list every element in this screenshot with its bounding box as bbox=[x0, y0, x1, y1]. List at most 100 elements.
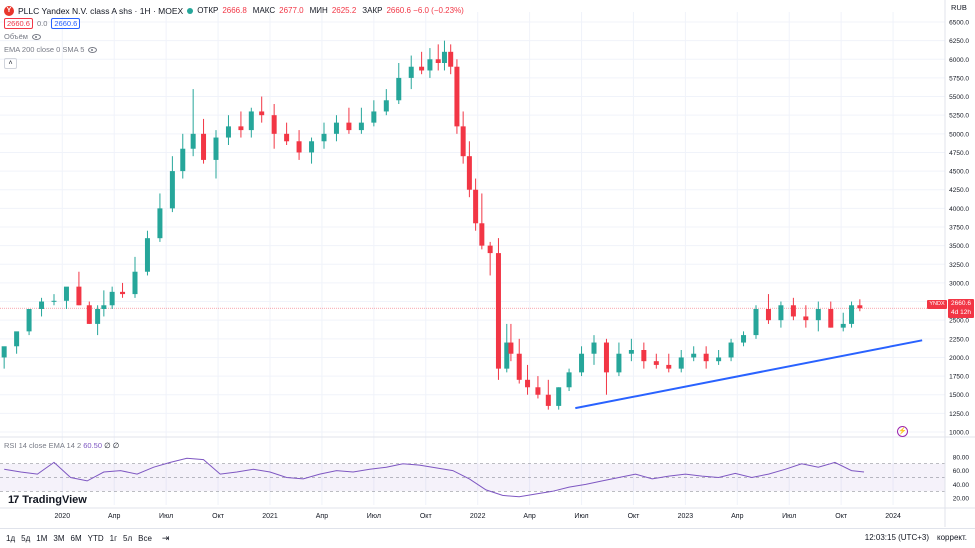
time-tick-label: 2022 bbox=[470, 513, 486, 520]
candle-body bbox=[778, 305, 784, 321]
volume-row: Объём bbox=[4, 30, 466, 43]
price-tick-label: 3000.0 bbox=[949, 280, 969, 287]
candle-body bbox=[63, 286, 69, 301]
close-label: ЗАКР bbox=[362, 6, 383, 15]
candle-body bbox=[460, 126, 466, 157]
candle-body bbox=[284, 133, 290, 142]
candle-body bbox=[419, 66, 425, 71]
timeframe-all[interactable]: Все bbox=[138, 534, 152, 543]
candle-body bbox=[14, 331, 20, 347]
candle-body bbox=[479, 223, 485, 246]
timeframe-5y[interactable]: 5л bbox=[123, 534, 133, 543]
candle-body bbox=[653, 361, 659, 365]
time-tick-label: 2023 bbox=[678, 513, 694, 520]
lightning-icon[interactable]: ⚡ bbox=[897, 426, 908, 437]
time-tick-label: Апр bbox=[523, 513, 535, 520]
tradingview-logo[interactable]: 17 TradingView bbox=[8, 494, 87, 506]
candle-body bbox=[358, 122, 364, 131]
candle-body bbox=[225, 126, 231, 138]
ticker-label: YNDX bbox=[927, 300, 947, 309]
candle-body bbox=[641, 350, 647, 362]
time-axis: 2020 Апр Июл Окт 2021 Апр Июл Окт 2022 Апр Июл Окт 2… bbox=[55, 513, 901, 520]
candle-body bbox=[435, 59, 441, 63]
rsi-label[interactable]: RSI 14 close EMA 14 2 bbox=[4, 441, 82, 450]
chevron-up-icon[interactable]: ˄ bbox=[4, 58, 17, 69]
candle-body bbox=[213, 137, 219, 160]
timeframe-1y[interactable]: 1г bbox=[109, 534, 117, 543]
time-tick-label: Июл bbox=[367, 513, 381, 520]
candle-body bbox=[132, 271, 138, 295]
candle-body bbox=[26, 309, 32, 332]
timeframe-1d[interactable]: 1д bbox=[6, 534, 16, 543]
candle-body bbox=[427, 59, 433, 71]
price-tick-label: 4000.0 bbox=[949, 206, 969, 213]
candle-body bbox=[39, 301, 45, 309]
candle-body bbox=[516, 353, 522, 380]
clock[interactable]: 12:03:15 (UTC+3) bbox=[864, 533, 930, 542]
price-tick-label: 5750.0 bbox=[949, 75, 969, 82]
price-tick-label: 2000.0 bbox=[949, 355, 969, 362]
goto-date-icon[interactable]: ⇥ bbox=[161, 533, 170, 543]
candle-body bbox=[371, 111, 377, 123]
price-tick-label: 1250.0 bbox=[949, 411, 969, 418]
last-price-value: 2660.6 bbox=[951, 300, 971, 307]
candle-body bbox=[857, 305, 863, 309]
yandex-logo-icon: Y bbox=[4, 5, 14, 16]
candle-body bbox=[728, 342, 734, 358]
rsi-band bbox=[0, 463, 945, 492]
buy-price-button[interactable]: 2660.6 bbox=[51, 18, 81, 29]
price-axis: 6500.0 6250.0 6000.0 5750.0 5500.0 5250.0 5000… bbox=[0, 0, 975, 527]
ema-label[interactable]: EMA 200 close 0 SMA 5 bbox=[4, 45, 85, 54]
candle-body bbox=[346, 122, 352, 131]
eye-icon[interactable] bbox=[31, 33, 41, 40]
rsi-tick-label: 60.00 bbox=[953, 468, 970, 475]
candle-body bbox=[849, 305, 855, 324]
candle-body bbox=[535, 387, 541, 395]
price-tick-label: 4250.0 bbox=[949, 187, 969, 194]
candle-body bbox=[248, 111, 254, 131]
candle-body bbox=[566, 372, 572, 388]
timeframe-3m[interactable]: 3М bbox=[53, 534, 65, 543]
candle-body bbox=[765, 309, 771, 321]
rsi-panel bbox=[0, 457, 945, 498]
volume-label[interactable]: Объём bbox=[4, 32, 28, 41]
timeframe-5d[interactable]: 5д bbox=[21, 534, 31, 543]
price-tick-label: 3750.0 bbox=[949, 225, 969, 232]
candle-body bbox=[790, 305, 796, 317]
eye-icon[interactable] bbox=[88, 46, 98, 53]
price-tick-label: 4500.0 bbox=[949, 169, 969, 176]
timeframe-1m[interactable]: 1М bbox=[36, 534, 48, 543]
price-tick-label: 1750.0 bbox=[949, 374, 969, 381]
price-tick-label: 5500.0 bbox=[949, 94, 969, 101]
candle-body bbox=[76, 286, 82, 306]
tradingview-wordmark: TradingView bbox=[22, 494, 87, 506]
candle-body bbox=[396, 77, 402, 101]
candle-body bbox=[238, 126, 244, 131]
currency-label[interactable]: RUB bbox=[951, 3, 967, 12]
sell-price-button[interactable]: 2660.6 bbox=[4, 18, 33, 29]
low-value: 2625.2 bbox=[331, 6, 357, 15]
candle-body bbox=[591, 342, 597, 354]
candle-body bbox=[545, 394, 551, 406]
time-tick-label: Июл bbox=[159, 513, 173, 520]
rsi-line bbox=[4, 457, 865, 498]
time-tick-label: Июл bbox=[574, 513, 588, 520]
timeframe-6m[interactable]: 6М bbox=[70, 534, 82, 543]
close-value: 2660.6 −6.0 (−0.23%) bbox=[386, 6, 464, 15]
chart-legend: Y PLLC Yandex N.V. class A shs · 1H · MO… bbox=[4, 4, 466, 69]
symbol-row: Y PLLC Yandex N.V. class A shs · 1H · MO… bbox=[4, 4, 466, 17]
symbol-title[interactable]: PLLC Yandex N.V. class A shs · 1H · MOEX bbox=[18, 5, 184, 16]
adjustment-mode[interactable]: коррект. bbox=[937, 533, 967, 542]
bottom-toolbar: 1д 5д 1М 3М 6М YTD 1г 5л Все ⇥ 12:03:15 … bbox=[0, 528, 975, 548]
candle-body bbox=[157, 208, 163, 239]
chart-grid bbox=[0, 12, 945, 505]
price-tick-label: 2500.0 bbox=[949, 318, 969, 325]
timeframe-ytd[interactable]: YTD bbox=[87, 534, 104, 543]
trade-row: 2660.6 0.0 2660.6 bbox=[4, 17, 466, 30]
price-tick-label: 3250.0 bbox=[949, 262, 969, 269]
open-value: 2666.8 bbox=[222, 6, 247, 15]
candle-body bbox=[741, 335, 747, 343]
time-tick-label: Апр bbox=[316, 513, 328, 520]
price-tick-label: 3500.0 bbox=[949, 243, 969, 250]
